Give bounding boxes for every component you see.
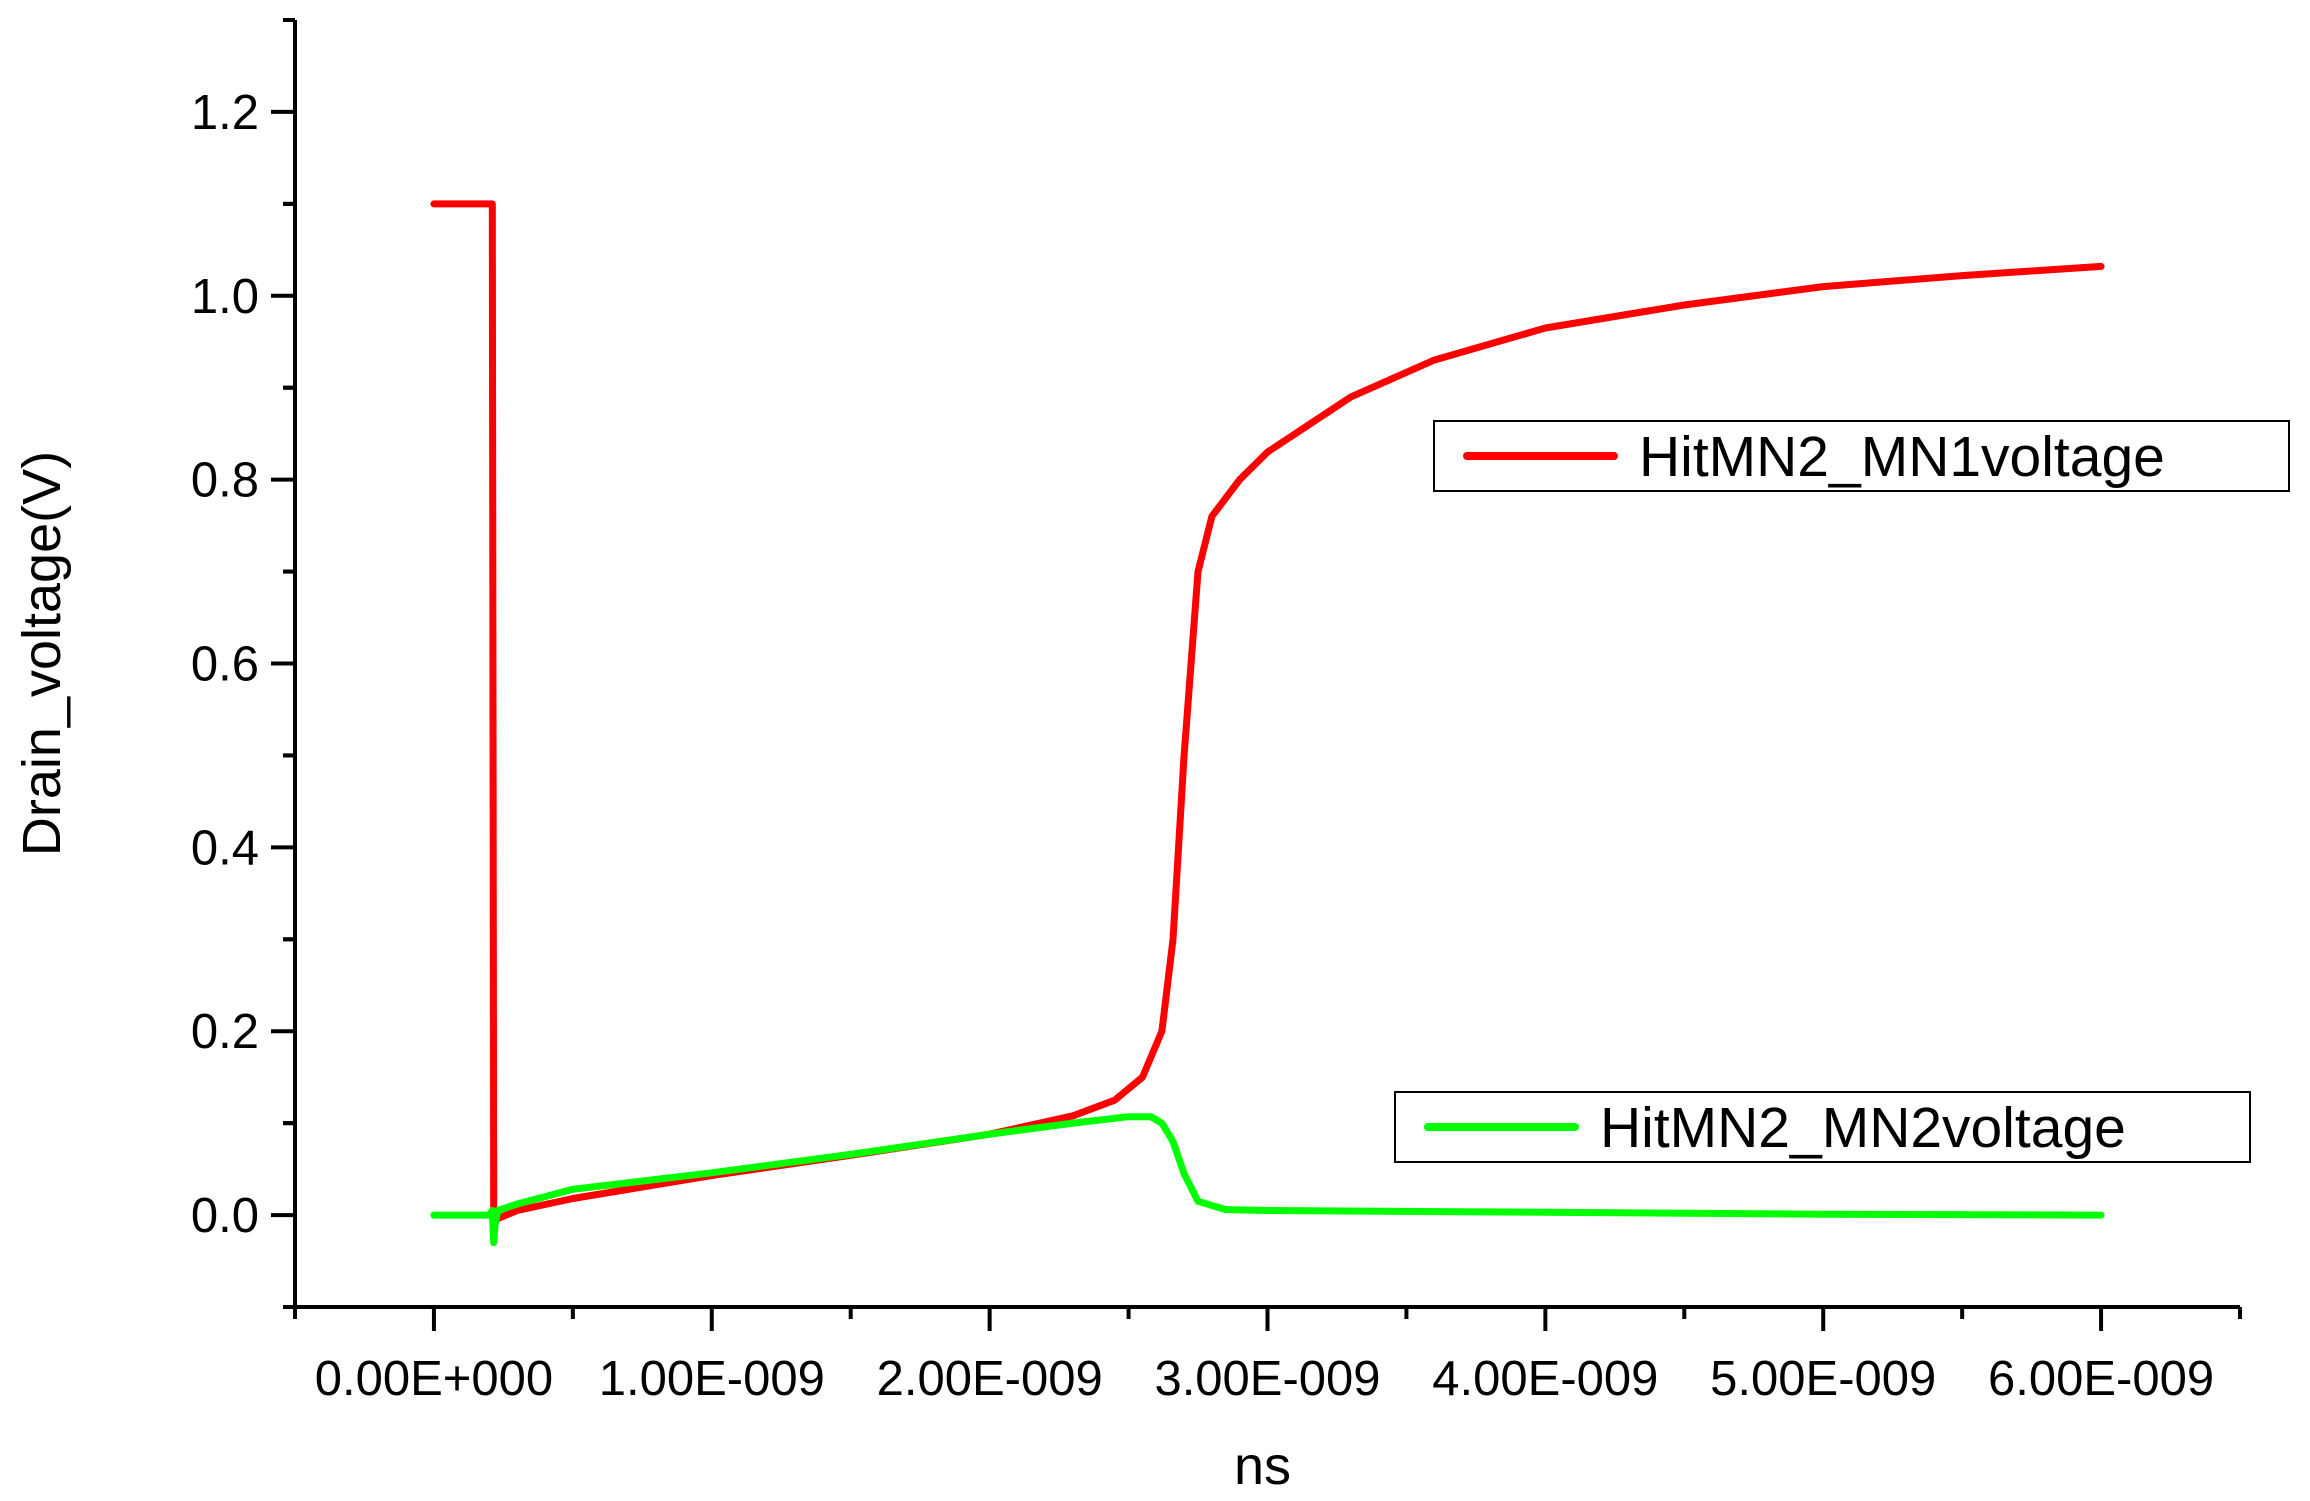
series-layer (430, 200, 2105, 1247)
legend-item-2: HitMN2_MN2voltage (1394, 1091, 2251, 1163)
legend: HitMN2_MN1voltage HitMN2_MN2voltage (1394, 420, 2290, 1163)
y-tick-label: 0.2 (191, 1005, 259, 1059)
legend-box (1433, 420, 2290, 492)
ticks: 0.0 0.2 0.4 0.6 0.8 1.0 1.2 0.00E+000 1.00E-009 2… (191, 18, 2242, 1406)
legend-label: HitMN2_MN2voltage (1600, 1096, 2126, 1160)
legend-item-1: HitMN2_MN1voltage (1433, 420, 2290, 492)
x-tick-label: 4.00E-009 (1432, 1352, 1658, 1406)
x-tick-label: 6.00E-009 (1988, 1352, 2214, 1406)
series-line-2 (430, 1113, 2105, 1247)
x-tick-label: 0.00E+000 (315, 1352, 553, 1406)
y-tick-label: 0.0 (191, 1189, 259, 1243)
x-tick-label: 2.00E-009 (877, 1352, 1103, 1406)
x-axis-title: ns (1234, 1436, 1291, 1496)
y-tick-label: 1.0 (191, 270, 259, 324)
x-tick-label: 5.00E-009 (1710, 1352, 1936, 1406)
x-tick-label: 1.00E-009 (599, 1352, 825, 1406)
y-tick-label: 0.8 (191, 454, 259, 508)
legend-label: HitMN2_MN1voltage (1639, 425, 2165, 489)
series-line-1 (430, 200, 2105, 1224)
x-tick-label: 3.00E-009 (1154, 1352, 1380, 1406)
y-tick-label: 1.2 (191, 86, 259, 140)
y-tick-label: 0.6 (191, 638, 259, 692)
y-axis-title: Drain_voltage(V) (12, 451, 72, 856)
y-tick-label: 0.4 (191, 821, 259, 875)
